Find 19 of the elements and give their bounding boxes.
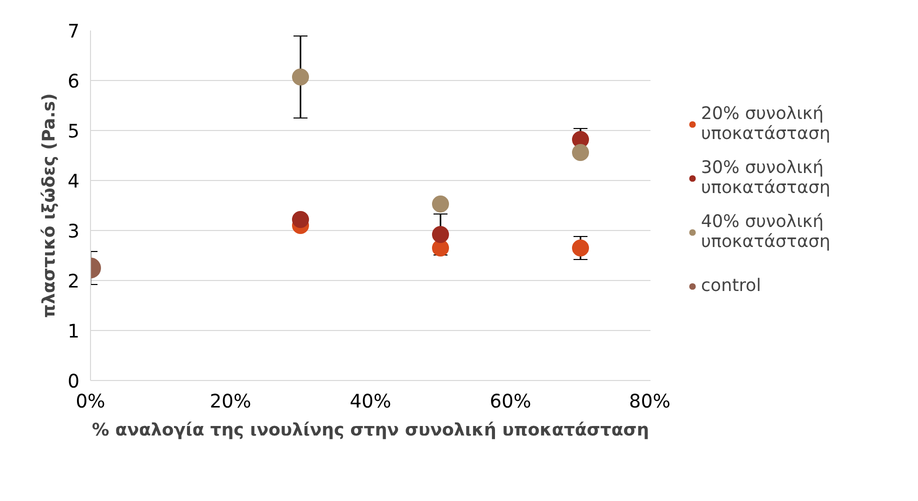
y-tick-label: 5 (68, 122, 80, 142)
y-axis-title: πλαστικό ιξώδες (Pa.s) (40, 93, 60, 318)
y-tick-label: 1 (68, 322, 80, 342)
x-tick-label: 40% (350, 392, 392, 412)
y-tick-label: 0 (68, 372, 80, 392)
x-tick-label: 0% (76, 392, 106, 412)
y-tick-label: 6 (68, 72, 80, 92)
y-tick-label: 3 (68, 222, 80, 242)
y-tick-label: 2 (68, 272, 80, 292)
legend-label: 40% συνολική υποκατάσταση (701, 212, 830, 252)
x-tick-label: 80% (629, 392, 670, 412)
x-tick-label: 60% (490, 392, 532, 412)
x-axis-title: % αναλογία της ινουλίνης στην συνολική υποκατάσταση (92, 420, 650, 440)
y-tick-label: 7 (68, 22, 80, 42)
legend-label: 20% συνολική υποκατάσταση (701, 104, 830, 144)
y-tick-label: 4 (68, 172, 80, 192)
legend-label: 30% συνολική υποκατάσταση (701, 158, 830, 198)
legend-label: control (701, 275, 762, 298)
x-tick-label: 20% (210, 392, 252, 412)
